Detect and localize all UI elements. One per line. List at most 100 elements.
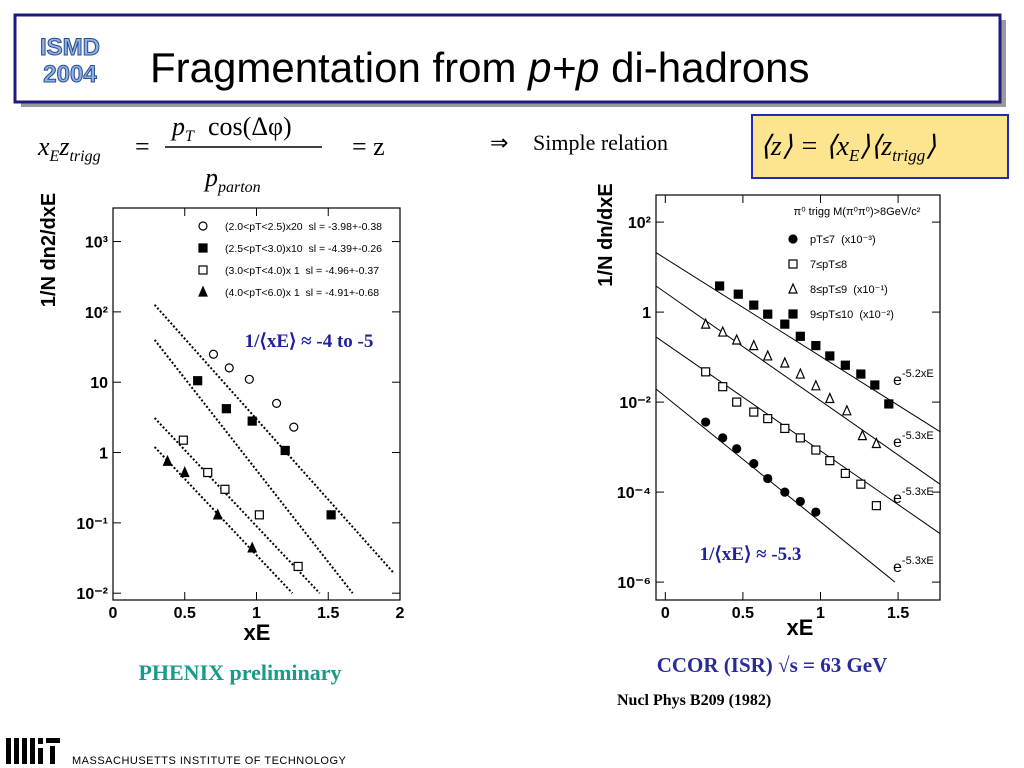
formula-part: E (848, 146, 860, 165)
data-point (795, 331, 805, 341)
data-point (763, 413, 773, 424)
data-point (715, 281, 725, 291)
data-point (271, 398, 282, 408)
data-point (208, 349, 219, 359)
legend-marker (198, 221, 208, 231)
data-point (857, 429, 868, 441)
legend-marker (788, 309, 798, 319)
formula-eq: = (135, 132, 150, 161)
data-point (224, 363, 234, 373)
data-point (780, 423, 790, 434)
fit-label-exp: -5.3xE (902, 430, 934, 442)
y-tick-label: 10 (90, 375, 108, 392)
data-point (193, 376, 203, 386)
data-point (220, 484, 230, 494)
relation-text: Simple relation (533, 130, 668, 155)
fit-label-exp: -5.3xE (902, 486, 934, 498)
relation-formula: ⟨z⟩ = ⟨xE⟩⟨ztrigg⟩ (760, 131, 936, 165)
formula-num: pT (170, 112, 195, 145)
x-tick-label: 1 (816, 605, 825, 622)
fit-label-base: e (893, 434, 902, 451)
legend-label: 7≤pT≤8 (810, 259, 847, 271)
data-point (293, 561, 303, 572)
formula-part: p (170, 112, 185, 141)
y-tick-label: 10⁻¹ (76, 516, 108, 533)
y-tick-label: 1 (99, 446, 108, 463)
x-tick-label: 0.5 (174, 605, 196, 622)
y-tick-label: 10⁻² (76, 586, 108, 603)
data-point (810, 379, 821, 391)
data-point (841, 404, 852, 416)
title-box (13, 13, 1002, 104)
formula-rhs: = z (352, 132, 385, 161)
legend-marker (788, 234, 798, 244)
data-point (326, 510, 336, 520)
data-point (748, 339, 759, 351)
data-point (749, 458, 759, 469)
fit-label: e-5.3xE (893, 430, 934, 451)
y-tick-label: 10² (85, 305, 108, 322)
logo-text: ISMD (40, 34, 100, 61)
data-point (871, 501, 881, 511)
data-point (247, 416, 257, 426)
y-tick-label: 10³ (85, 235, 108, 252)
y-tick-label: 10⁻⁶ (617, 575, 651, 592)
fit-label-base: e (893, 372, 902, 389)
footer: MASSACHUSETTS INSTITUTE OF TECHNOLOGY (72, 755, 347, 767)
formula: xEztrigg = pT cos(Δφ) pparton = z (37, 112, 385, 196)
formula-den: pparton (203, 163, 261, 196)
legend-label: 9≤pT≤10 (x10⁻²) (810, 309, 894, 321)
x-axis-label: xE (244, 620, 271, 645)
data-point (824, 392, 835, 404)
fit-label-exp: -5.2xE (902, 368, 934, 380)
x-tick-label: 1.5 (887, 605, 909, 622)
data-point (856, 369, 866, 379)
fit-label-exp: -5.3xE (902, 555, 934, 567)
y-tick-label: 1 (642, 305, 651, 322)
data-point (763, 309, 773, 319)
legend-label: (3.0<pT<4.0)x 1 sl = -4.96+-0.37 (225, 265, 379, 277)
fit-line (153, 417, 321, 594)
x-axis-label: xE (787, 615, 814, 640)
x-tick-label: 1 (252, 605, 261, 622)
data-point (840, 360, 850, 370)
data-point (244, 374, 254, 384)
x-tick-label: 0.5 (732, 605, 754, 622)
formula-term: xEztrigg (37, 132, 101, 165)
legend-label: 8≤pT≤9 (x10⁻¹) (810, 284, 888, 296)
legend-marker (198, 243, 208, 253)
legend-marker (788, 259, 798, 269)
data-point (718, 433, 728, 443)
y-tick-label: 10⁻⁴ (617, 485, 651, 502)
data-point (203, 467, 213, 478)
formula-part: ⟨z⟩ = ⟨x (760, 131, 850, 162)
x-tick-label: 1.5 (317, 605, 339, 622)
data-point (825, 351, 835, 361)
data-point (212, 508, 223, 520)
annotation-box (678, 538, 823, 568)
data-point (795, 367, 806, 379)
title-part: p+p (526, 44, 599, 91)
data-point (700, 317, 711, 329)
fit-label: e-5.3xE (893, 555, 934, 576)
formula-part: z (58, 132, 69, 161)
annotation: 1/⟨xE⟩ ≈ -4 to -5 (245, 331, 374, 352)
y-axis-label: 1/N dn2/dxE (38, 193, 60, 307)
data-point (763, 473, 773, 484)
legend-label: pT≤7 (x10⁻³) (810, 234, 876, 246)
caption: PHENIX preliminary (138, 660, 341, 685)
reference: Nucl Phys B209 (1982) (617, 692, 771, 709)
data-point (811, 445, 821, 455)
data-point (733, 289, 743, 299)
legend-marker (788, 282, 798, 294)
chart: 10⁻² 10⁻¹ 1 10 10² 10³ 0 0.5 1 1.5 2 xE 1/N dn2/dxE (… (38, 193, 405, 645)
data-point (731, 333, 742, 345)
annotation-box (225, 325, 393, 355)
legend-label: (2.0<pT<2.5)x20 sl = -3.98+-0.38 (225, 221, 382, 233)
fit-line (655, 285, 941, 485)
legend-label: (2.5<pT<3.0)x10 sl = -4.39+-0.26 (225, 243, 382, 255)
fit-label-base: e (893, 490, 902, 507)
plot-frame (655, 194, 941, 601)
data-point (178, 435, 188, 445)
